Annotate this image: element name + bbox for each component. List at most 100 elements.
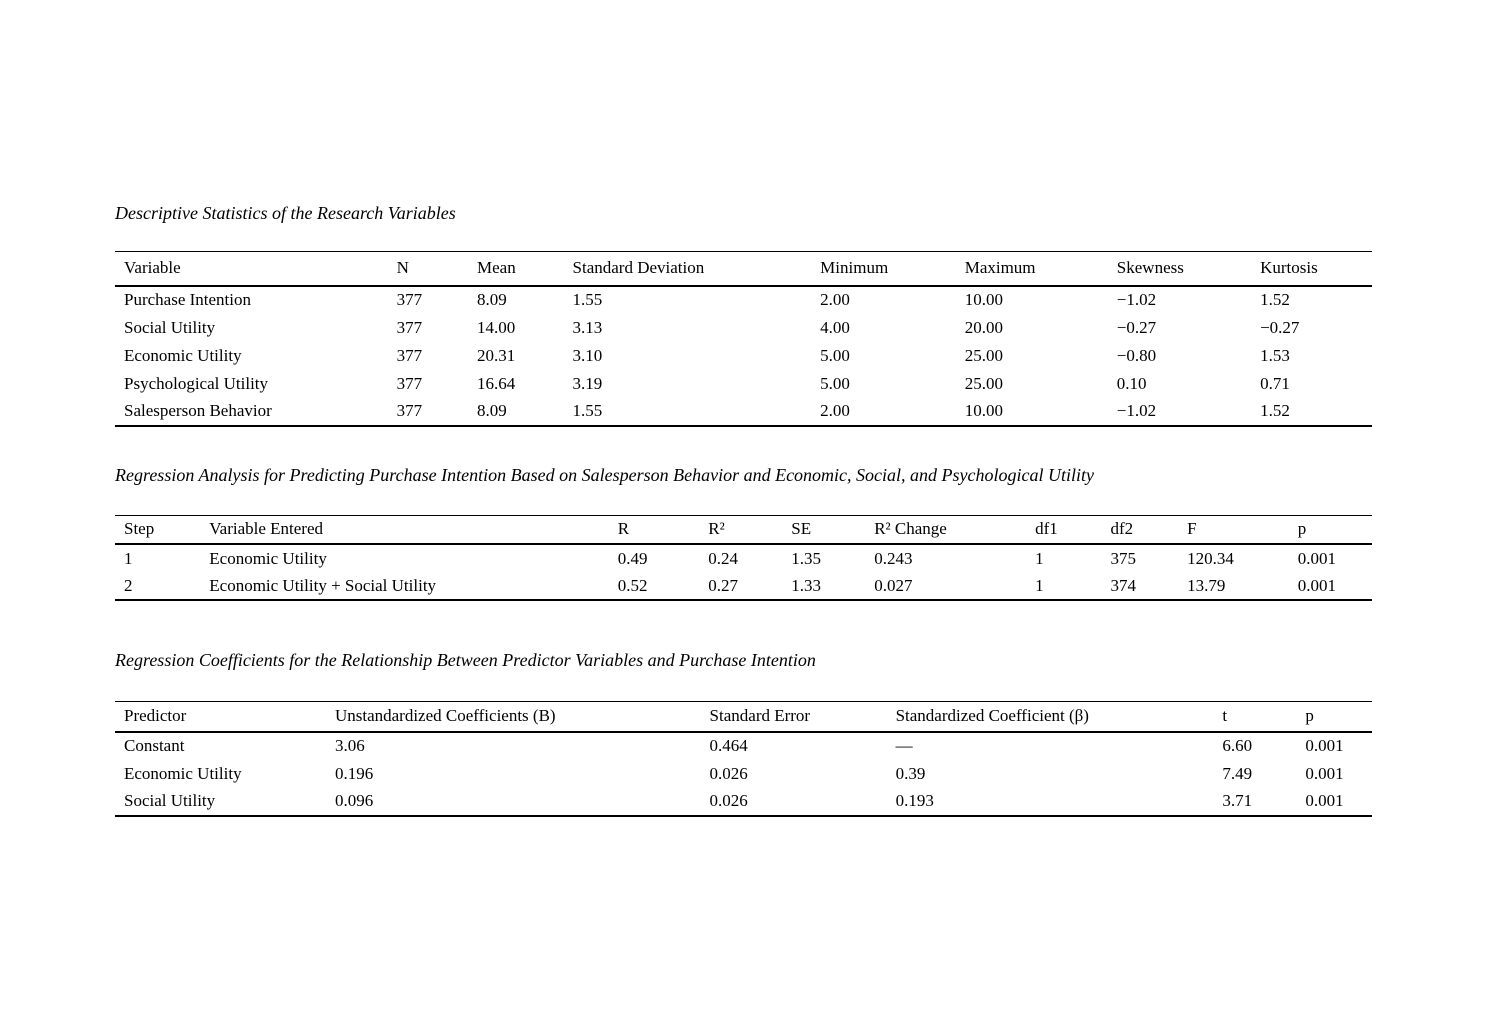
table-cell: 20.31 [477,345,516,365]
table-cell: 0.71 [1260,373,1290,393]
table-cell: 0.026 [709,763,748,783]
column-header: Variable Entered [209,515,618,545]
table-cell: 0.096 [334,791,374,810]
descriptive-statistics-table: Variable N Mean Standard Deviation Minimum Ma… [115,251,1372,427]
table-cell: 1.35 [791,548,821,568]
descriptive-statistics-section: Descriptive Statistics of the Research V… [115,202,1372,427]
table-cell: 0.196 [334,763,374,783]
regression-analysis-section: Regression Analysis for Predicting Purch… [115,464,1372,601]
table-cell: — [895,736,913,755]
table-cell: 1.33 [791,575,821,595]
regression-coefficients-title: Regression Coefficients for the Relation… [115,650,816,670]
table-cell: 120.34 [1187,548,1234,568]
table-cell: 0.24 [708,548,739,568]
regression-coefficients-table: Predictor Unstandardized Coefficients (B)… [115,701,1372,817]
table-cell: Purchase Intention [124,290,251,309]
table-cell: 1 [1035,575,1044,595]
regression-analysis-title: Regression Analysis for Predicting Purch… [115,464,1095,485]
table-row: Social Utility 0.096 0.026 0.193 3.71 0.001 [115,788,1372,816]
table-cell: 0.001 [1297,575,1337,595]
header-row: Variable N Mean Standard Deviation Minimum Ma… [115,251,1372,287]
table-row: 1 Economic Utility 0.49 0.24 1.35 0.243 1 375 12… [115,544,1372,572]
table-cell: 0.10 [1116,373,1147,393]
table-cell: Social Utility [124,317,216,337]
table-row: Psychological Utility 377 16.64 3.19 5.00 25.… [115,370,1372,398]
table-cell: 0.464 [709,736,748,755]
table-cell: 16.64 [477,373,516,393]
table-cell: 3.13 [572,317,603,337]
table-row: Social Utility 377 14.00 3.13 4.00 20.00 −0.27… [115,314,1372,342]
table-cell: Economic Utility [209,548,327,568]
column-header: df2 [1110,515,1188,545]
descriptive-statistics-title: Descriptive Statistics of the Research V… [115,203,456,223]
table-cell: −1.02 [1116,290,1157,309]
table-cell: 377 [396,401,423,420]
table-cell: 3.06 [334,736,365,755]
table-cell: 0.001 [1305,736,1344,755]
table-cell: 20.00 [964,317,1003,337]
table-cell: 0.39 [895,763,926,783]
header-row: Predictor Unstandardized Coefficients (B)… [115,701,1372,733]
table-cell: 377 [396,373,423,393]
table-cell: 3.71 [1222,791,1253,810]
table-cell: 0.193 [895,791,934,810]
table-row: Purchase Intention 377 8.09 1.55 2.00 10.00 −1… [115,286,1372,314]
table-cell: 0.27 [708,575,739,595]
column-header: Minimum [820,251,965,287]
table-cell: −0.27 [1116,317,1157,337]
table-cell: 0.001 [1305,791,1344,810]
table-cell: 2.00 [820,290,850,309]
table-cell: 377 [396,345,423,365]
column-header: Standard Deviation [572,251,821,287]
table-cell: Psychological Utility [124,373,269,393]
header-row: Step Variable Entered R R² SE R² Change df1 df2… [115,515,1372,545]
column-header: p [1297,515,1372,545]
table-cell: 0.243 [874,548,913,568]
table-cell: 10.00 [964,290,1003,309]
table-cell: 1.55 [572,290,603,309]
table-cell: 0.001 [1297,548,1337,568]
table-cell: 377 [396,317,423,337]
table-cell: 0.52 [617,575,648,595]
table-cell: 0.027 [874,575,913,595]
table-cell: 0.49 [617,548,648,568]
table-cell: 4.00 [820,317,850,337]
table-cell: 1.55 [572,401,603,420]
table-cell: Economic Utility [124,763,242,783]
column-header: Step [115,515,210,545]
table-cell: 0.001 [1305,763,1344,783]
table-cell: 25.00 [964,373,1003,393]
table-cell: 8.09 [477,290,507,309]
table-cell: 0.026 [709,791,748,810]
table-cell: 1.53 [1260,345,1290,365]
column-header: p [1305,701,1372,733]
table-cell: 6.60 [1222,736,1253,755]
table-cell: 2.00 [820,401,850,420]
column-header: Kurtosis [1260,251,1372,287]
table-row: Economic Utility 377 20.31 3.10 5.00 25.00 −0.… [115,342,1372,370]
table-row: Salesperson Behavior 377 8.09 1.55 2.00 10.00… [115,398,1372,426]
table-cell: 8.09 [477,401,507,420]
table-cell: 10.00 [964,401,1003,420]
table-cell: Economic Utility + Social Utility [209,575,437,595]
table-cell: 2 [124,575,133,595]
column-header: df1 [1035,515,1111,545]
table-cell: 1 [124,548,133,568]
table-cell: 13.79 [1187,575,1226,595]
table-row: 2 Economic Utility + Social Utility 0.52 0.… [115,572,1372,600]
table-cell: 14.00 [477,317,516,337]
table-cell: −1.02 [1116,401,1157,420]
table-cell: 25.00 [964,345,1003,365]
table-cell: Constant [124,736,185,755]
column-header: Variable [115,251,397,287]
column-header: Predictor [115,701,335,733]
column-header: Skewness [1116,251,1261,287]
regression-coefficients-section: Regression Coefficients for the Relation… [115,649,1372,817]
regression-analysis-table: Step Variable Entered R R² SE R² Change df1 df2… [115,514,1372,601]
table-cell: −0.80 [1116,345,1157,365]
column-header: R² [708,515,792,545]
table-cell: 1 [1035,548,1044,568]
table-row: Economic Utility 0.196 0.026 0.39 7.49 0.001 [115,760,1372,788]
table-cell: Economic Utility [124,345,242,365]
